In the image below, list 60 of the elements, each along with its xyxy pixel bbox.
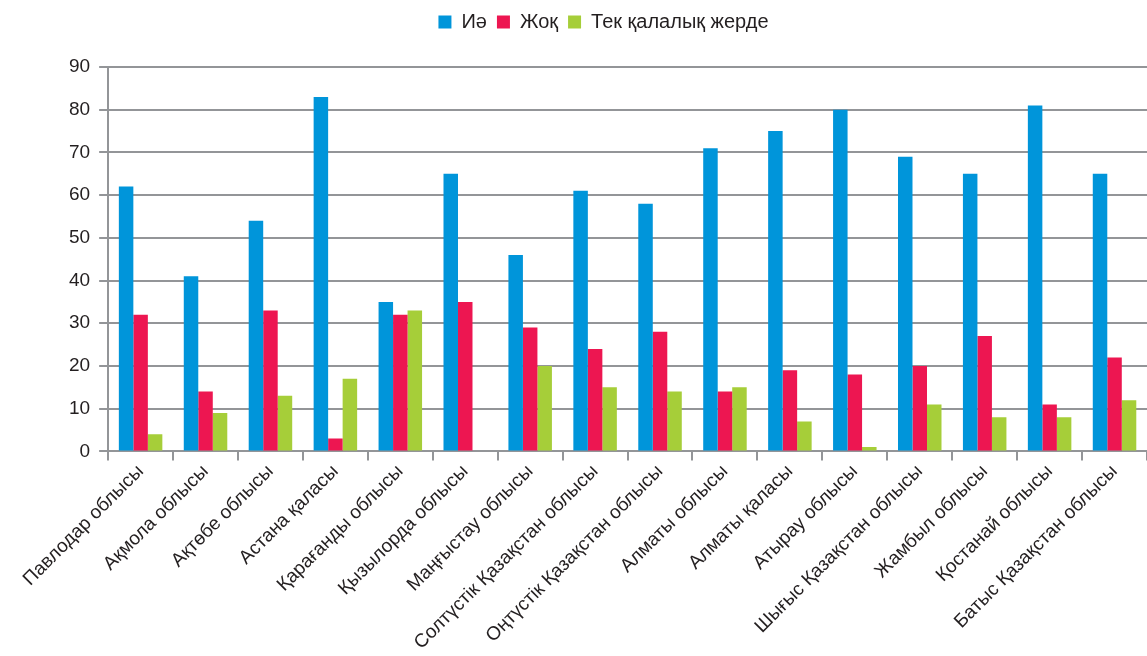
bar [977, 336, 992, 451]
bar [652, 331, 668, 451]
bar [443, 173, 458, 451]
bar [667, 391, 682, 451]
y-tick-label: 80 [68, 97, 91, 119]
legend-label: Иә [461, 9, 487, 32]
bar [1027, 105, 1043, 451]
bar [407, 310, 423, 451]
bar [313, 96, 329, 451]
y-tick-label: 40 [68, 268, 91, 290]
bar [962, 173, 978, 451]
bar [342, 378, 358, 451]
bar [537, 365, 552, 451]
y-tick-label: 30 [68, 311, 91, 333]
bar [522, 327, 538, 451]
bar [378, 301, 394, 451]
bar [277, 395, 293, 451]
bar [1092, 173, 1108, 451]
bar [393, 314, 408, 451]
bar [862, 447, 877, 451]
bar [1107, 357, 1122, 451]
legend-label: Тек қалалық жерде [591, 9, 769, 32]
bar [797, 421, 812, 451]
bar [768, 131, 783, 451]
bar [457, 301, 473, 451]
bar [133, 314, 148, 451]
bar [587, 348, 603, 451]
bar [573, 190, 588, 451]
bar [703, 148, 718, 451]
y-tick-label: 70 [68, 140, 91, 162]
bar [1056, 417, 1072, 451]
y-tick-label: 20 [68, 354, 91, 376]
bar [638, 203, 653, 451]
bar [602, 387, 617, 451]
y-tick-label: 50 [68, 226, 91, 248]
bar [717, 391, 733, 451]
bar [147, 434, 163, 451]
legend-label: Жоқ [519, 9, 559, 32]
bar [912, 365, 927, 451]
bar [212, 412, 228, 451]
bar [1042, 404, 1057, 451]
y-tick-label: 0 [79, 439, 91, 461]
bar [328, 438, 343, 451]
bar [1121, 400, 1137, 451]
bar [927, 404, 942, 451]
bar [898, 156, 913, 451]
bar [118, 186, 134, 451]
bar [263, 310, 278, 451]
y-tick-label: 90 [68, 55, 91, 77]
bar [833, 109, 848, 451]
y-tick-label: 10 [68, 396, 91, 418]
bar [847, 374, 863, 451]
bar [183, 276, 199, 451]
bar [782, 370, 798, 451]
bar [508, 254, 523, 451]
bar [991, 417, 1007, 451]
y-tick-label: 60 [68, 183, 91, 205]
bar [198, 391, 213, 451]
bar [732, 387, 747, 451]
bar [248, 220, 264, 451]
